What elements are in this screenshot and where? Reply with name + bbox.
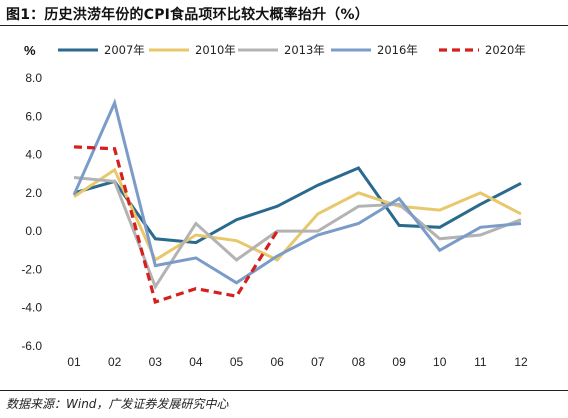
y-tick-label: -6.0 [21, 339, 42, 353]
y-tick-label: 4.0 [25, 148, 42, 162]
series-line-2020 [73, 145, 279, 305]
x-tick-label: 10 [433, 355, 447, 369]
legend-label: 2020年 [485, 43, 526, 57]
x-tick-label: 01 [67, 355, 81, 369]
y-axis-unit-label: % [24, 43, 36, 58]
chart-series [72, 98, 522, 305]
y-tick-label: 8.0 [25, 71, 42, 85]
line-chart: % 2007年 2010年 2013年 2016年 2020年 8.0 6.0 4.0 2.0… [21, 43, 528, 369]
x-tick-label: 08 [352, 355, 366, 369]
x-axis-ticks: 01 02 03 04 05 06 07 08 09 10 11 12 [67, 355, 528, 369]
y-tick-label: 6.0 [25, 109, 42, 123]
series-line-2016 [72, 98, 522, 285]
chart-title: 图1：历史洪涝年份的CPI食品项环比较大概率抬升（%） [6, 7, 369, 23]
series-line-2013 [73, 176, 522, 290]
source-divider [0, 390, 568, 391]
y-tick-label: -2.0 [21, 262, 42, 276]
legend-label: 2010年 [195, 43, 236, 57]
y-axis-ticks: 8.0 6.0 4.0 2.0 0.0 -2.0 -4.0 -6.0 [21, 71, 42, 353]
x-tick-label: 07 [311, 355, 325, 369]
legend-label: 2013年 [284, 43, 325, 57]
series-line-2007 [73, 166, 522, 245]
x-tick-label: 02 [108, 355, 122, 369]
source-note: 数据来源：Wind，广发证券发展研究中心 [6, 397, 229, 411]
x-tick-label: 12 [514, 355, 528, 369]
y-tick-label: 2.0 [25, 186, 42, 200]
chart-legend: 2007年 2010年 2013年 2016年 2020年 [58, 43, 526, 57]
x-tick-label: 04 [189, 355, 203, 369]
legend-label: 2007年 [104, 43, 145, 57]
y-tick-label: 0.0 [25, 224, 42, 238]
title-divider [0, 25, 568, 26]
series-line-2010 [73, 167, 522, 263]
x-tick-label: 05 [230, 355, 244, 369]
x-tick-label: 11 [474, 355, 487, 369]
x-tick-label: 06 [271, 355, 285, 369]
x-tick-label: 03 [149, 355, 163, 369]
x-tick-label: 09 [392, 355, 406, 369]
y-tick-label: -4.0 [21, 301, 42, 315]
legend-label: 2016年 [377, 43, 418, 57]
